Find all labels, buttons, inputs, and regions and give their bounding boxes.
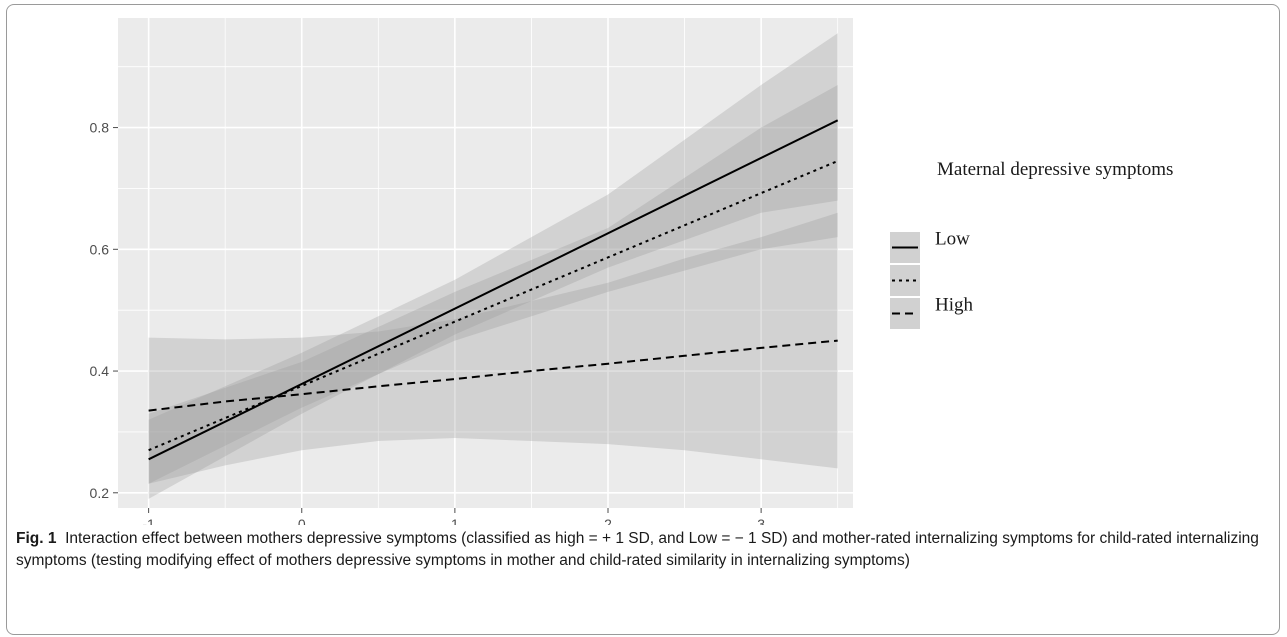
series-lines	[148, 119, 839, 461]
grid-major	[118, 18, 853, 508]
y-axis: 0.2 0.4 0.6 0.8	[90, 120, 118, 501]
series-line-low	[148, 119, 839, 461]
x-tick-label: -1	[142, 516, 155, 525]
legend: Maternal depressive symptoms Low High	[890, 159, 1173, 329]
x-tick-label: 3	[757, 516, 765, 525]
figure-caption: Fig. 1 Interaction effect between mother…	[16, 528, 1271, 572]
y-tick-label: 0.2	[90, 485, 110, 501]
y-tick-label: 0.8	[90, 120, 110, 136]
confidence-band-low	[148, 33, 838, 499]
legend-title: Maternal depressive symptoms	[937, 159, 1173, 180]
x-tick-label: 2	[604, 516, 612, 525]
confidence-band-high	[148, 212, 838, 484]
interaction-chart: -1 0 1 2 3 0.2 0.4 0.6 0.8 Maternal depressive …	[90, 18, 1173, 525]
series-line-high	[148, 339, 838, 412]
series-line-mean	[148, 160, 839, 452]
y-tick-label: 0.4	[90, 363, 110, 379]
confidence-band-mean	[148, 85, 838, 484]
figure-frame	[6, 4, 1280, 635]
caption-text: Interaction effect between mothers depre…	[16, 530, 1259, 569]
confidence-bands	[148, 33, 838, 499]
y-tick-label: 0.6	[90, 241, 110, 257]
figure-label: Fig. 1	[16, 530, 57, 547]
plot-panel	[118, 18, 853, 508]
legend-label-high: High	[935, 295, 974, 316]
x-tick-label: 1	[451, 516, 459, 525]
legend-label-low: Low	[935, 229, 970, 250]
x-tick-label: 0	[298, 516, 306, 525]
grid-minor	[118, 18, 853, 508]
x-axis: -1 0 1 2 3	[142, 508, 765, 525]
